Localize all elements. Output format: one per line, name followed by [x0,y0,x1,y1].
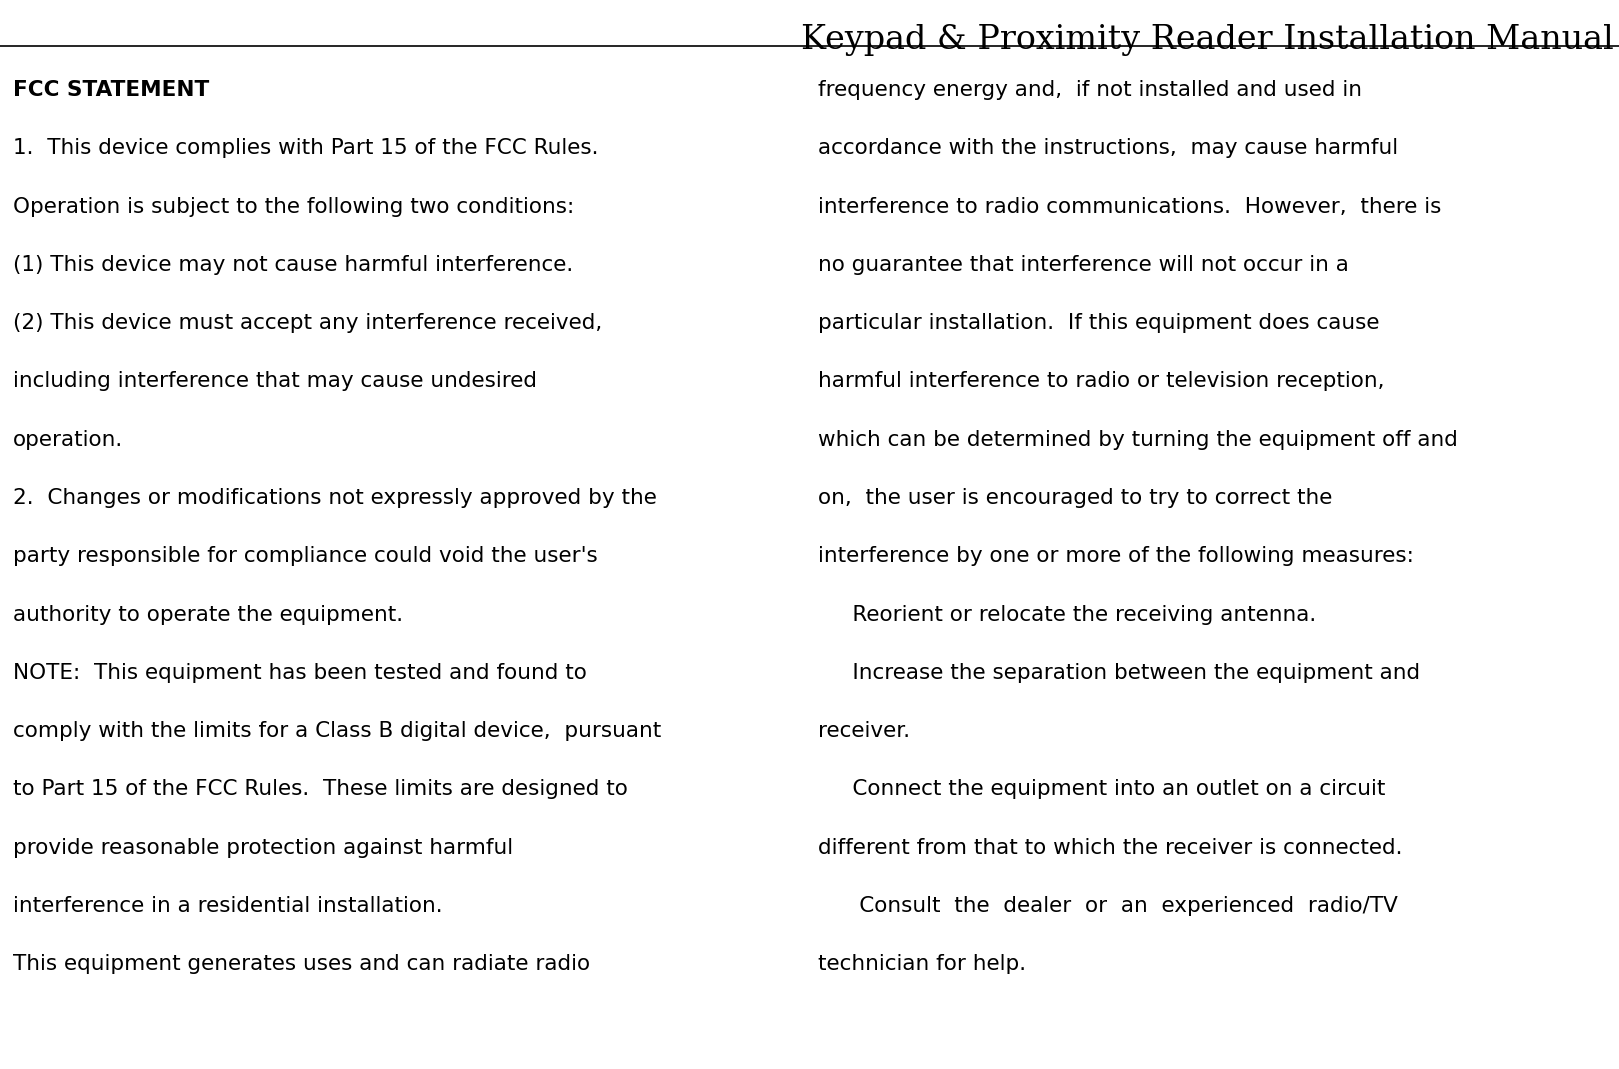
Text: including interference that may cause undesired: including interference that may cause un… [13,371,538,391]
Text: particular installation.  If this equipment does cause: particular installation. If this equipme… [818,313,1379,334]
Text: FCC STATEMENT: FCC STATEMENT [13,80,209,100]
Text: Connect the equipment into an outlet on a circuit: Connect the equipment into an outlet on … [818,779,1384,800]
Text: Reorient or relocate the receiving antenna.: Reorient or relocate the receiving anten… [818,604,1316,624]
Text: harmful interference to radio or television reception,: harmful interference to radio or televis… [818,371,1384,391]
Text: Consult  the  dealer  or  an  experienced  radio/TV: Consult the dealer or an experienced rad… [818,896,1397,916]
Text: 1.  This device complies with Part 15 of the FCC Rules.: 1. This device complies with Part 15 of … [13,138,599,158]
Text: operation.: operation. [13,430,123,450]
Text: technician for help.: technician for help. [818,954,1026,974]
Text: on,  the user is encouraged to try to correct the: on, the user is encouraged to try to cor… [818,487,1332,508]
Text: (1) This device may not cause harmful interference.: (1) This device may not cause harmful in… [13,254,573,275]
Text: different from that to which the receiver is connected.: different from that to which the receive… [818,837,1402,857]
Text: to Part 15 of the FCC Rules.  These limits are designed to: to Part 15 of the FCC Rules. These limit… [13,779,628,800]
Text: interference in a residential installation.: interference in a residential installati… [13,896,442,916]
Text: interference by one or more of the following measures:: interference by one or more of the follo… [818,546,1413,567]
Text: Increase the separation between the equipment and: Increase the separation between the equi… [818,663,1420,683]
Text: interference to radio communications.  However,  there is: interference to radio communications. Ho… [818,197,1441,217]
Text: 2.  Changes or modifications not expressly approved by the: 2. Changes or modifications not expressl… [13,487,657,508]
Text: frequency energy and,  if not installed and used in: frequency energy and, if not installed a… [818,80,1362,100]
Text: provide reasonable protection against harmful: provide reasonable protection against ha… [13,837,513,857]
Text: NOTE:  This equipment has been tested and found to: NOTE: This equipment has been tested and… [13,663,586,683]
Text: authority to operate the equipment.: authority to operate the equipment. [13,604,403,624]
Text: This equipment generates uses and can radiate radio: This equipment generates uses and can ra… [13,954,589,974]
Text: no guarantee that interference will not occur in a: no guarantee that interference will not … [818,254,1349,275]
Text: receiver.: receiver. [818,721,910,741]
Text: (2) This device must accept any interference received,: (2) This device must accept any interfer… [13,313,602,334]
Text: which can be determined by turning the equipment off and: which can be determined by turning the e… [818,430,1457,450]
Text: party responsible for compliance could void the user's: party responsible for compliance could v… [13,546,597,567]
Text: comply with the limits for a Class B digital device,  pursuant: comply with the limits for a Class B dig… [13,721,661,741]
Text: Keypad & Proximity Reader Installation Manual: Keypad & Proximity Reader Installation M… [801,24,1614,56]
Text: Operation is subject to the following two conditions:: Operation is subject to the following tw… [13,197,575,217]
Text: accordance with the instructions,  may cause harmful: accordance with the instructions, may ca… [818,138,1397,158]
